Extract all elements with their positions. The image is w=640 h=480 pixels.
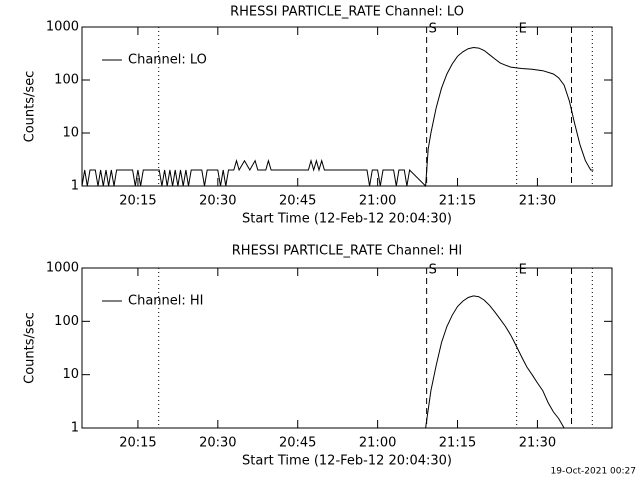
marker-label: S — [429, 22, 437, 37]
plot-frame — [81, 267, 613, 429]
x-tick-label: 20:30 — [199, 194, 236, 209]
x-tick-label: 20:15 — [119, 436, 156, 451]
marker-label: E — [519, 22, 527, 37]
y-axis-label: Counts/sec — [23, 71, 38, 143]
y-axis-label: Counts/sec — [23, 312, 38, 384]
x-tick-label: 20:30 — [199, 436, 236, 451]
marker-label: E — [519, 263, 527, 278]
x-tick-label: 21:15 — [439, 194, 476, 209]
chart-title: RHESSI PARTICLE_RATE Channel: HI — [232, 244, 462, 259]
legend-label: Channel: LO — [128, 53, 207, 68]
x-tick-label: 20:15 — [119, 194, 156, 209]
y-tick-label: 10 — [62, 126, 79, 141]
legend-label: Channel: HI — [128, 294, 204, 309]
x-tick-label: 20:45 — [279, 436, 316, 451]
y-tick-label: 1 — [71, 179, 79, 194]
marker-label: S — [429, 263, 437, 278]
x-axis-label: Start Time (12-Feb-12 20:04:30) — [242, 454, 452, 469]
y-tick-label: 1 — [71, 421, 79, 436]
y-tick-label: 1000 — [46, 261, 79, 276]
x-tick-label: 21:30 — [519, 194, 556, 209]
footer: 19-Oct-2021 00:27 — [551, 467, 636, 477]
plot-frame — [81, 26, 613, 187]
chart-title: RHESSI PARTICLE_RATE Channel: LO — [230, 5, 464, 20]
x-tick-label: 21:30 — [519, 436, 556, 451]
data-line — [81, 46, 594, 188]
y-tick-label: 10 — [62, 367, 79, 382]
x-tick-label: 21:15 — [439, 436, 476, 451]
data-line — [425, 295, 565, 429]
y-tick-label: 100 — [54, 314, 79, 329]
x-tick-label: 21:00 — [359, 436, 396, 451]
x-tick-label: 21:00 — [359, 194, 396, 209]
y-tick-label: 1000 — [46, 20, 79, 35]
x-axis-label: Start Time (12-Feb-12 20:04:30) — [242, 212, 452, 227]
y-tick-label: 100 — [54, 73, 79, 88]
x-tick-label: 20:45 — [279, 194, 316, 209]
